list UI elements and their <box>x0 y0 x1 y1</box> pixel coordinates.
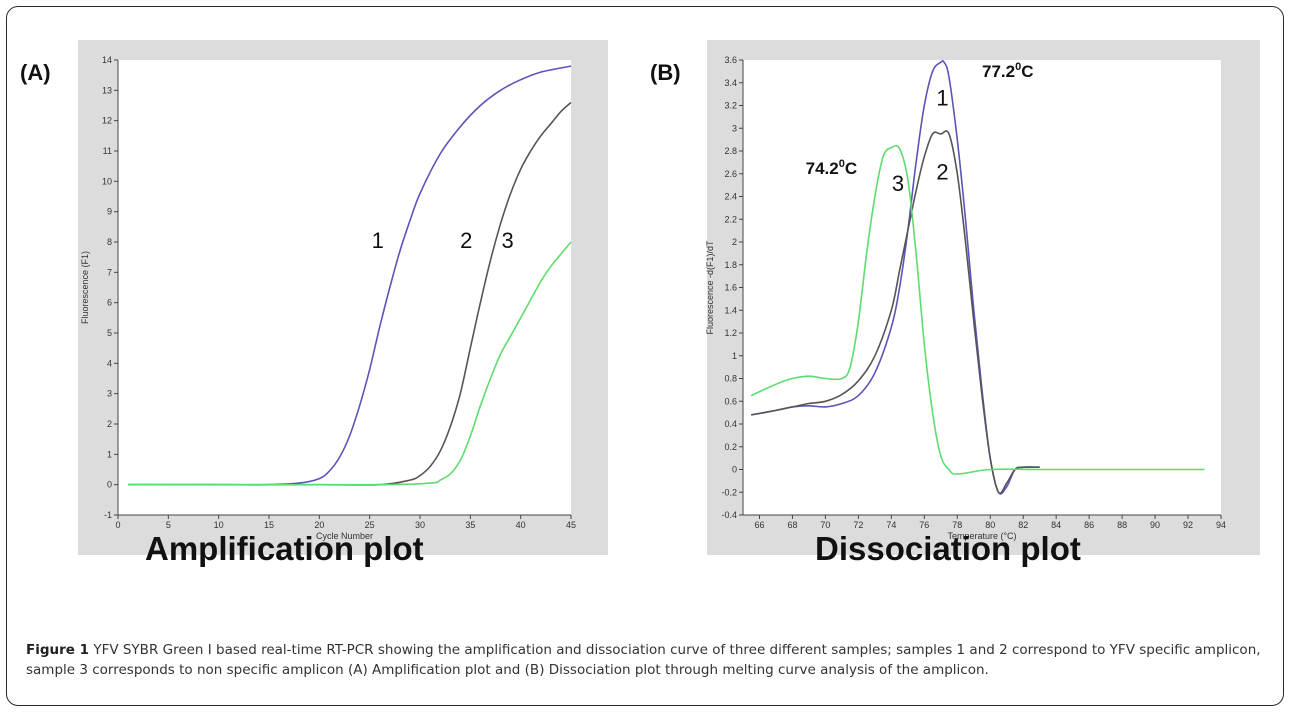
dis-peak-label: 74.20C <box>806 158 858 178</box>
dis-y-tick-label: 3 <box>732 123 737 133</box>
amp-y-tick-label: 8 <box>107 237 112 247</box>
dis-y-tick-label: -0.4 <box>721 510 737 520</box>
amp-x-tick-label: 30 <box>415 520 425 530</box>
amp-y-tick-label: 3 <box>107 389 112 399</box>
dis-y-tick-label: 1 <box>732 351 737 361</box>
dis-curve-label-3: 3 <box>892 171 904 196</box>
dis-y-tick-label: 3.2 <box>724 101 737 111</box>
dis-y-tick-label: 0 <box>732 465 737 475</box>
amp-curve-label-1: 1 <box>372 228 384 253</box>
caption-label: Figure 1 <box>26 642 90 658</box>
dissociation-plot-title: Dissociation plot <box>815 530 1081 567</box>
amp-series-1-line <box>128 65 572 486</box>
caption-text: YFV SYBR Green I based real-time RT-PCR … <box>26 642 1261 678</box>
amp-y-tick-label: 4 <box>107 358 112 368</box>
dis-x-tick-label: 74 <box>886 520 896 530</box>
amp-y-tick-label: 14 <box>102 55 112 65</box>
dis-x-tick-label: 72 <box>853 520 863 530</box>
amp-y-tick-label: 2 <box>107 419 112 429</box>
dis-x-tick-label: 94 <box>1216 520 1226 530</box>
dis-x-tick-label: 68 <box>787 520 797 530</box>
dis-x-tick-label: 92 <box>1183 520 1193 530</box>
amp-y-tick-label: 6 <box>107 298 112 308</box>
amp-y-tick-label: 0 <box>107 480 112 490</box>
amp-x-tick-label: 10 <box>214 520 224 530</box>
dis-y-tick-label: 0.8 <box>724 374 737 384</box>
dis-x-tick-label: 78 <box>952 520 962 530</box>
dis-x-tick-label: 76 <box>919 520 929 530</box>
amp-x-tick-label: 25 <box>365 520 375 530</box>
amp-x-tick-label: 45 <box>566 520 576 530</box>
dis-y-tick-label: 1.6 <box>724 283 737 293</box>
dis-y-tick-label: 2.4 <box>724 192 737 202</box>
dis-y-tick-label: 2.8 <box>724 146 737 156</box>
dis-x-axis-label: Temperature (°C) <box>947 531 1016 541</box>
dis-plot-area <box>743 60 1221 515</box>
dis-panel-letter: (B) <box>650 60 681 85</box>
dis-series-2-line <box>751 130 1040 495</box>
amp-x-tick-label: 0 <box>115 520 120 530</box>
dis-curve-label-1: 1 <box>936 86 948 111</box>
dis-y-tick-label: 1.4 <box>724 305 737 315</box>
amp-x-tick-label: 20 <box>314 520 324 530</box>
dis-curve-label-2: 2 <box>936 159 948 184</box>
dis-chart: 66 68 70 72 74 76 78 80 82 84 86 88 90 92 94 -0.4 -0.2 0 0… <box>650 40 1260 555</box>
figure-frame <box>6 6 1284 706</box>
dis-x-tick-label: 88 <box>1117 520 1127 530</box>
amp-x-axis-label: Cycle Number <box>316 531 373 541</box>
dis-y-tick-label: 3.4 <box>724 78 737 88</box>
dis-x-tick-label: 66 <box>754 520 764 530</box>
amp-y-axis-label: Fluorescence (F1) <box>80 251 90 324</box>
dis-peak-label: 77.20C <box>982 61 1034 81</box>
amp-x-tick-label: 40 <box>516 520 526 530</box>
amp-x-tick-label: 5 <box>166 520 171 530</box>
amp-curve-label-2: 2 <box>460 228 472 253</box>
amp-y-tick-label: 11 <box>103 146 112 156</box>
amp-x-tick-label: 15 <box>264 520 274 530</box>
dis-x-tick-label: 90 <box>1150 520 1160 530</box>
amp-panel-letter: (A) <box>20 60 51 85</box>
amp-series-3-line <box>128 241 572 486</box>
dis-y-tick-label: -0.2 <box>721 487 737 497</box>
amp-curve-label-3: 3 <box>501 228 513 253</box>
dis-x-tick-label: 70 <box>820 520 830 530</box>
dis-y-tick-label: 2.2 <box>724 214 737 224</box>
dis-x-tick-label: 86 <box>1084 520 1094 530</box>
dis-x-tick-label: 84 <box>1051 520 1061 530</box>
dis-x-tick-label: 82 <box>1018 520 1028 530</box>
amp-y-tick-label: 12 <box>102 116 112 126</box>
dis-x-tick-label: 80 <box>985 520 995 530</box>
dis-y-tick-label: 2 <box>732 237 737 247</box>
dis-y-tick-label: 0.6 <box>724 396 737 406</box>
figure-caption: Figure 1 YFV SYBR Green I based real-tim… <box>26 640 1266 680</box>
amp-y-tick-label: 10 <box>102 176 112 186</box>
amp-x-tick-label: 35 <box>465 520 475 530</box>
amp-y-tick-label: 1 <box>107 449 112 459</box>
dis-y-tick-label: 1.2 <box>724 328 737 338</box>
dis-y-tick-label: 0.4 <box>724 419 737 429</box>
amp-plot-area <box>118 60 571 515</box>
amp-y-tick-label: 13 <box>102 85 112 95</box>
amplification-plot-title: Amplification plot <box>145 530 424 567</box>
dis-y-tick-label: 3.6 <box>724 55 737 65</box>
amp-y-tick-label: -1 <box>104 510 112 520</box>
dis-y-tick-label: 0.2 <box>724 442 737 452</box>
amp-y-tick-label: 7 <box>107 267 112 277</box>
amp-series-2-line <box>128 101 572 486</box>
amp-y-tick-label: 5 <box>107 328 112 338</box>
dis-y-axis-label: Fluorescence -d(F1)/dT <box>705 240 715 335</box>
dis-y-tick-label: 2.6 <box>724 169 737 179</box>
amp-chart: 0 5 10 15 20 25 30 35 40 45-101234567891011121314… <box>20 40 608 555</box>
dis-y-tick-label: 1.8 <box>724 260 737 270</box>
amp-y-tick-label: 9 <box>107 207 112 217</box>
dis-series-3-line <box>750 144 1205 475</box>
